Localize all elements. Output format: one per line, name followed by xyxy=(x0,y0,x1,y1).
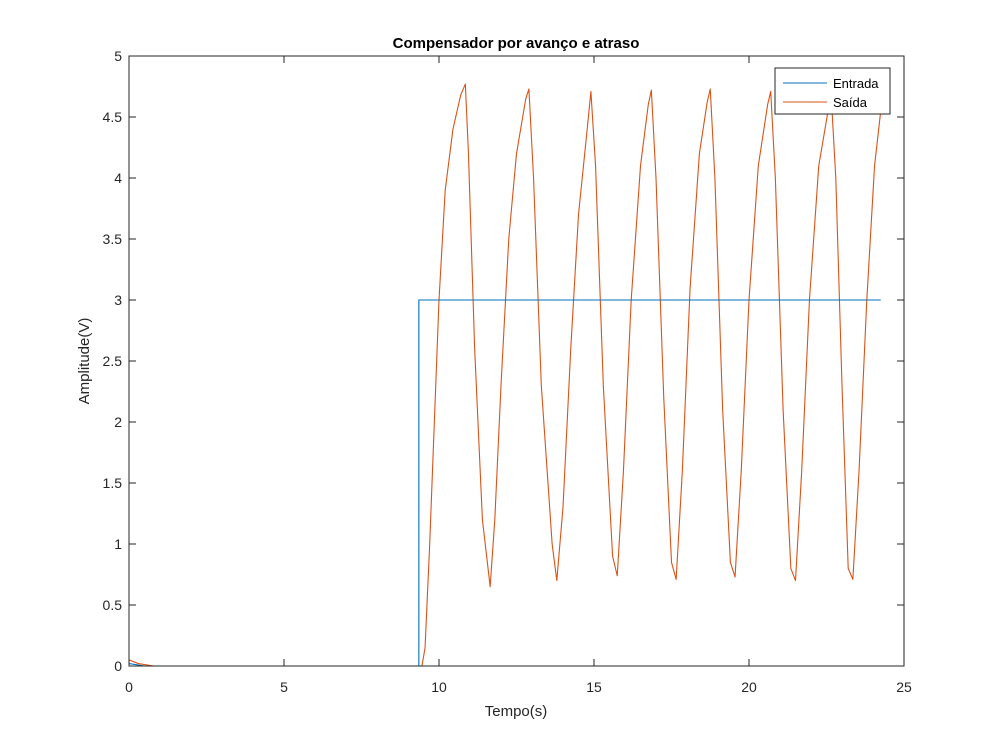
y-tick-label: 1.5 xyxy=(103,475,123,491)
x-tick-label: 10 xyxy=(431,679,447,695)
x-tick-label: 25 xyxy=(896,679,912,695)
x-tick-label: 15 xyxy=(586,679,602,695)
chart-title: Compensador por avanço e atraso xyxy=(393,35,640,52)
y-tick-label: 4.5 xyxy=(103,109,123,125)
y-tick-label: 3 xyxy=(114,292,122,308)
y-tick-label: 2 xyxy=(114,414,122,430)
y-axis-label: Amplitude(V) xyxy=(76,318,93,405)
x-axis-label: Tempo(s) xyxy=(485,703,548,720)
y-tick-label: 4 xyxy=(114,170,122,186)
y-tick-label: 2.5 xyxy=(103,353,123,369)
x-tick-label: 20 xyxy=(741,679,757,695)
y-tick-label: 0.5 xyxy=(103,597,123,613)
legend-label-entrada: Entrada xyxy=(833,76,879,91)
legend: Entrada Saída xyxy=(775,68,890,114)
x-tick-label: 0 xyxy=(125,679,133,695)
x-tick-label: 5 xyxy=(280,679,288,695)
legend-label-saida: Saída xyxy=(833,95,868,110)
plot-area xyxy=(129,56,904,666)
y-tick-label: 3.5 xyxy=(103,231,123,247)
y-tick-label: 5 xyxy=(114,48,122,64)
y-tick-label: 0 xyxy=(114,658,122,674)
y-tick-label: 1 xyxy=(114,536,122,552)
